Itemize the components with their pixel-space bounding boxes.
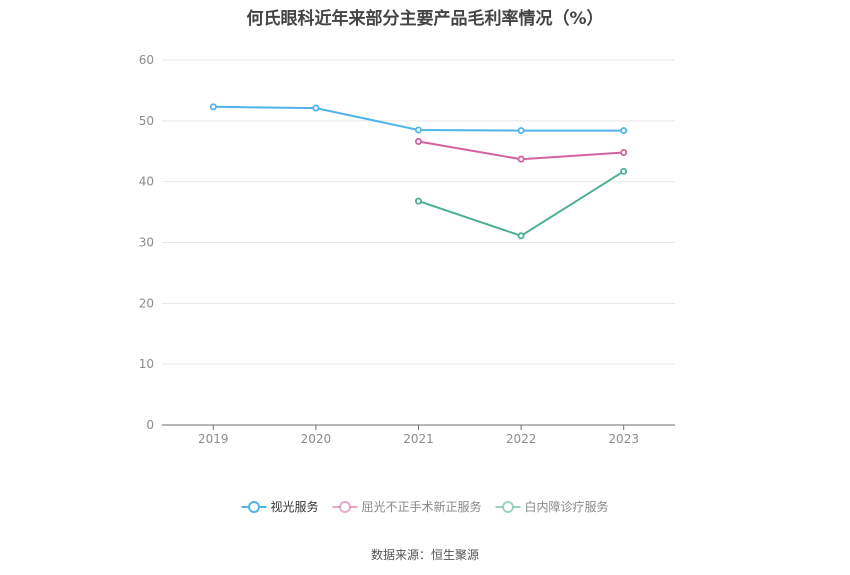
y-tick-label: 40 [139, 175, 154, 189]
series-line-3 [418, 170, 625, 237]
data-point [517, 127, 525, 135]
data-point [414, 138, 422, 146]
x-tick-label: 2020 [301, 432, 332, 446]
x-tick-label: 2019 [198, 432, 229, 446]
x-tick-label: 2022 [506, 432, 537, 446]
legend-label: 屈光不正手术新正服务 [362, 499, 482, 514]
data-point [414, 197, 422, 205]
y-tick-label: 20 [139, 296, 154, 310]
legend-marker [248, 501, 260, 513]
y-tick-label: 10 [139, 357, 154, 371]
legend-item-1: 视光服务 [241, 499, 319, 514]
legend-marker [339, 501, 351, 513]
y-tick-label: 60 [139, 53, 154, 67]
y-tick-label: 0 [146, 418, 154, 432]
data-source: 数据来源：恒生聚源 [370, 548, 479, 562]
legend-label: 视光服务 [271, 499, 319, 514]
x-tick-label: 2023 [608, 432, 639, 446]
y-tick-label: 30 [139, 236, 154, 250]
legend-label: 白内障诊疗服务 [525, 499, 609, 514]
data-point [620, 127, 628, 135]
data-point [620, 167, 628, 175]
x-tick-label: 2021 [403, 432, 434, 446]
data-point [620, 148, 628, 156]
data-point [517, 232, 525, 240]
legend-item-2: 屈光不正手术新正服务 [332, 499, 482, 514]
data-point [414, 126, 422, 134]
data-point [517, 155, 525, 163]
legend-item-3: 白内障诊疗服务 [495, 499, 609, 514]
data-point [312, 104, 320, 112]
data-point [209, 103, 217, 111]
y-tick-label: 50 [139, 114, 154, 128]
chart-title: 何氏眼科近年来部分主要产品毛利率情况（%） [246, 9, 604, 29]
legend-marker [502, 501, 514, 513]
